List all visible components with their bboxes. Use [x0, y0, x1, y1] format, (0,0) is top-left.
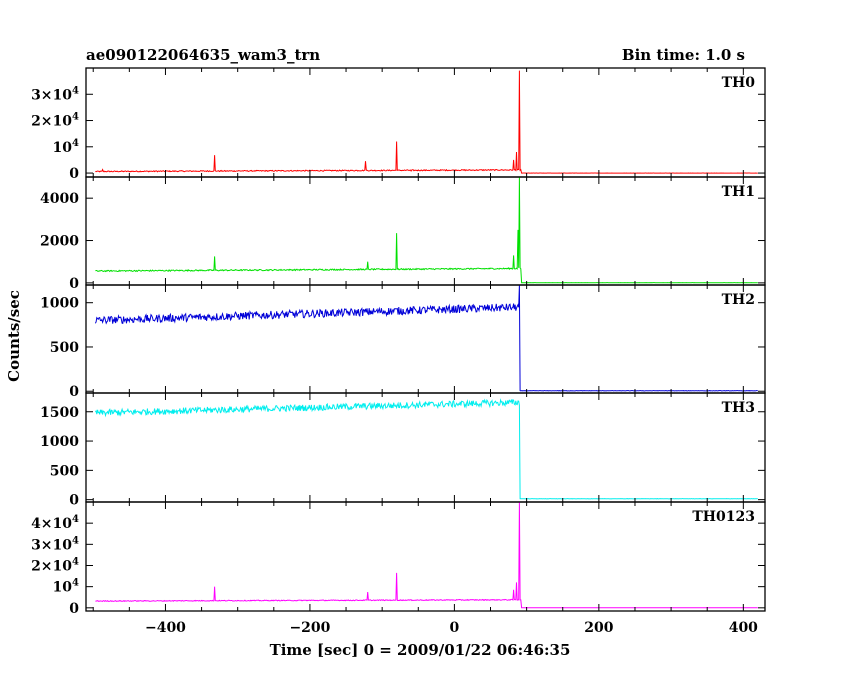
y-tick-label: 0	[69, 166, 79, 182]
series-line-th2	[94, 284, 758, 392]
series-line-th0123	[95, 501, 758, 609]
y-tick-label: 4×104	[31, 514, 79, 532]
panel-th1: 0 2000 4000 TH1	[40, 176, 766, 292]
panel-label: TH0	[722, 75, 756, 91]
panel-frame	[85, 284, 766, 394]
series-line-th3	[94, 398, 758, 500]
y-tick-label: 1500	[40, 405, 79, 421]
series-line-th0	[95, 70, 758, 174]
y-tick-label: 2×104	[31, 556, 79, 574]
y-tick-label: 104	[53, 578, 79, 596]
x-tick-label: −400	[145, 620, 186, 636]
y-tick-label: 0	[69, 276, 79, 292]
y-tick-label: 0	[69, 384, 79, 400]
panel-th0: 0 104 2×104 3×104 TH0	[31, 67, 766, 182]
y-tick-label: 500	[50, 463, 79, 479]
bin-time-label: Bin time: 1.0 s	[622, 46, 745, 64]
x-tick-label: 0	[450, 620, 460, 636]
y-tick-label: 104	[53, 138, 79, 156]
x-tick-label: 400	[729, 620, 758, 636]
y-tick-label: 3×104	[31, 85, 79, 103]
series-line-th1	[95, 176, 758, 284]
y-tick-label: 4000	[40, 191, 79, 207]
chart-title: ae090122064635_wam3_trn	[86, 46, 320, 64]
y-tick-label: 2000	[40, 234, 79, 250]
panel-label: TH3	[722, 400, 755, 416]
x-axis-label: Time [sec] 0 = 2009/01/22 06:46:35	[270, 641, 571, 659]
panel-th2: 0 500 1000 TH2	[40, 284, 766, 400]
panel-label: TH0123	[692, 509, 755, 525]
panel-th3: 0 500 1000 1500 TH3	[40, 392, 766, 509]
x-tick-label: −200	[289, 620, 330, 636]
y-tick-label: 2×104	[31, 112, 79, 130]
y-tick-label: 1000	[40, 296, 79, 312]
y-tick-label: 3×104	[31, 535, 79, 553]
y-tick-label: 1000	[40, 434, 79, 450]
y-tick-label: 0	[69, 493, 79, 509]
panel-label: TH1	[722, 184, 755, 200]
x-tick-label: 200	[584, 620, 613, 636]
y-axis-label: Counts/sec	[5, 290, 23, 382]
y-tick-label: 0	[69, 601, 79, 617]
panel-frame	[85, 392, 766, 503]
panel-label: TH2	[722, 292, 755, 308]
y-tick-label: 500	[50, 340, 79, 356]
panel-frame	[85, 67, 766, 178]
panel-frame	[85, 501, 766, 612]
panel-th0123: 0 104 2×104 3×104 4×104 TH0123	[31, 501, 766, 617]
